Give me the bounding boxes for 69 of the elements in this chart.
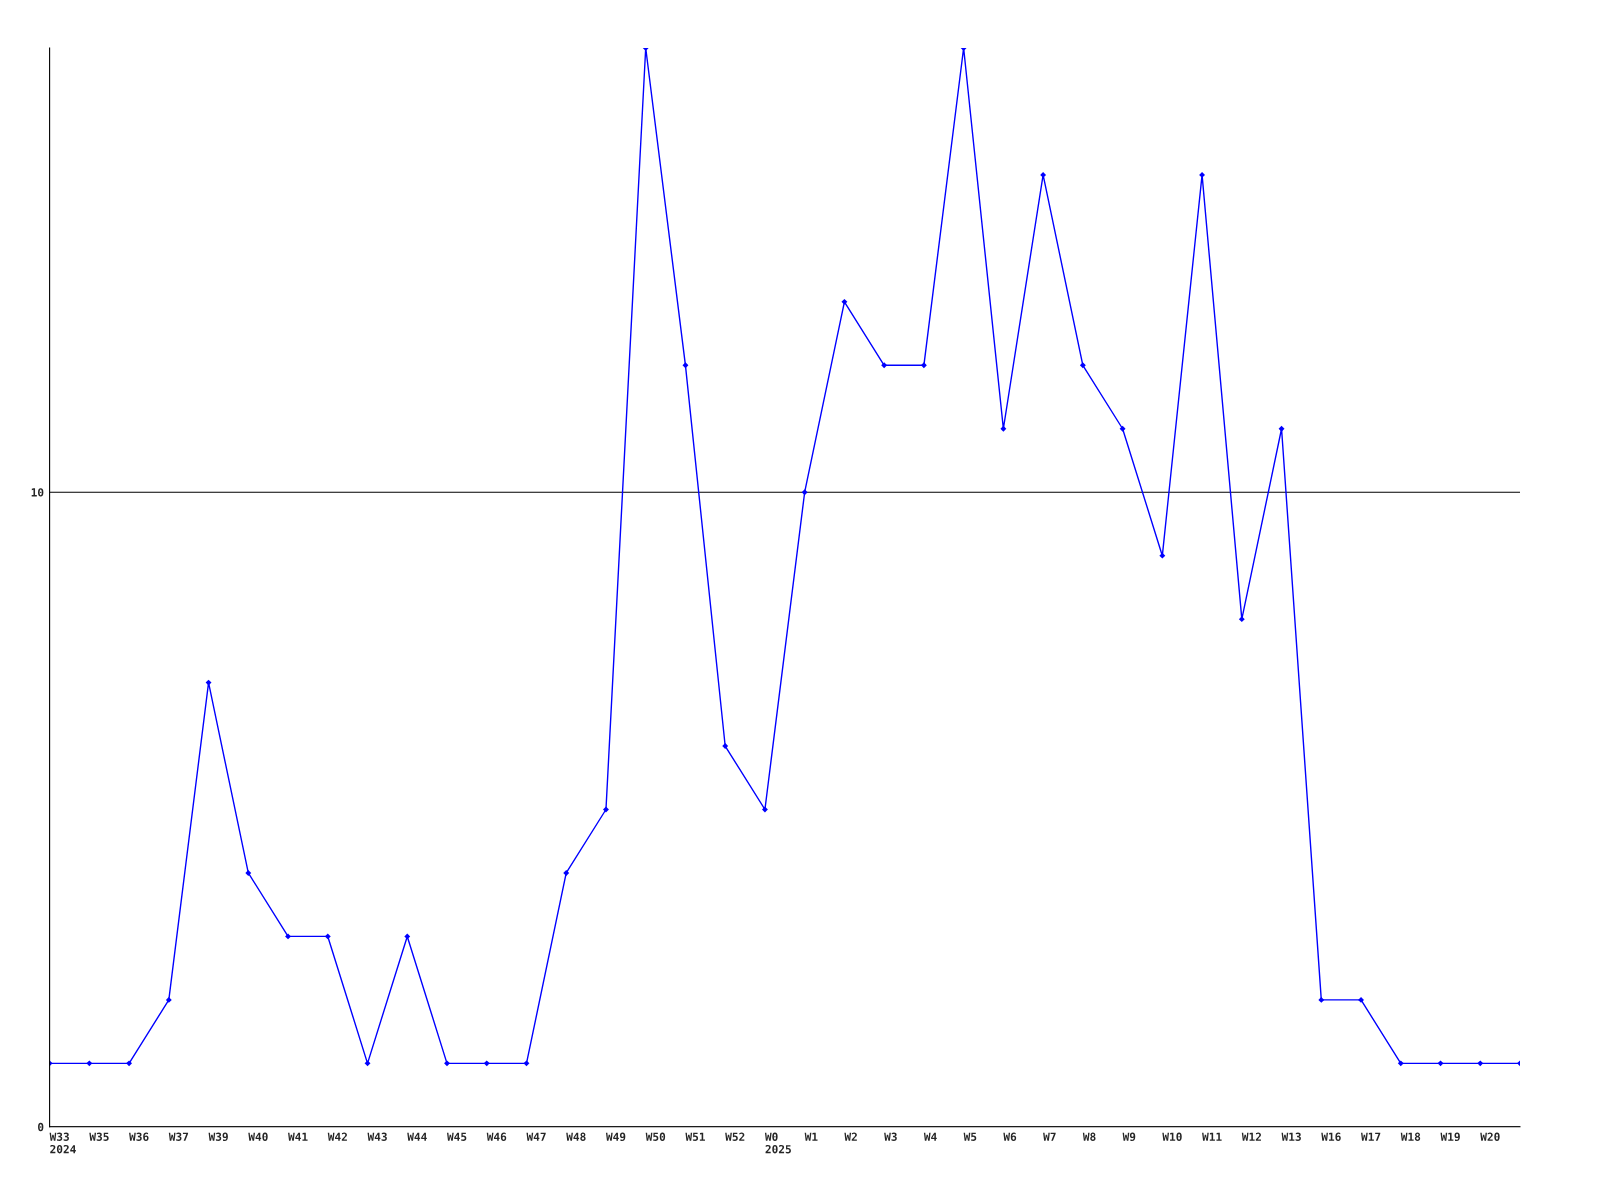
point [801, 489, 808, 496]
x-tick-label: W4 [923, 1132, 937, 1141]
x-tick-label: W52 [725, 1132, 745, 1141]
x-tick-label: W7 [1043, 1132, 1056, 1141]
x-tick-label: W40 [248, 1132, 268, 1141]
point [1119, 425, 1126, 432]
x-tick-label: W43 [367, 1132, 387, 1141]
x-tick-label: W45 [447, 1132, 467, 1141]
x-tick-label: W8 [1082, 1132, 1096, 1141]
point [444, 1060, 450, 1067]
x-tick-label: W18 [1400, 1132, 1421, 1141]
point [1477, 1060, 1484, 1067]
point [1358, 996, 1364, 1003]
point [603, 806, 609, 813]
x-tick-label: W16 [1321, 1132, 1341, 1141]
x-tick-label: W17 [1361, 1132, 1381, 1141]
x-tick-label: W20 [1480, 1132, 1500, 1141]
point [245, 870, 252, 876]
x-tick-label: W10 [1162, 1132, 1182, 1141]
point [1397, 1060, 1404, 1067]
point [523, 1060, 530, 1067]
x-tick-label: W42 [327, 1132, 347, 1141]
point [483, 1060, 490, 1067]
point [1278, 425, 1285, 432]
x-tick-label: W9 [1122, 1132, 1136, 1142]
x-tick-label: W50 [645, 1132, 666, 1141]
point [920, 362, 927, 369]
x-tick-label: W49 [605, 1132, 626, 1142]
x-tick-label: W46 [486, 1132, 507, 1141]
x-tick-label: W47 [526, 1132, 546, 1141]
point [1000, 425, 1007, 432]
x-tick-label: W5 [963, 1132, 977, 1141]
x-tick-label: W13 [1281, 1132, 1301, 1141]
point [1079, 362, 1086, 369]
point [682, 362, 689, 369]
x-tick-label: W44 [407, 1132, 427, 1141]
point [722, 743, 729, 749]
x-tick-label: W2 [844, 1132, 857, 1141]
x-tick-label: W35 [89, 1132, 109, 1141]
y-tick-label: 10 [31, 488, 44, 497]
x-tick-label: W19 [1440, 1132, 1460, 1142]
x-tick-label: W51 [685, 1132, 705, 1141]
point [324, 933, 331, 940]
point [364, 1060, 371, 1067]
point [761, 806, 768, 813]
x-tick-label: W37 [168, 1132, 189, 1141]
point [404, 933, 411, 940]
point [1437, 1060, 1444, 1067]
x-tick-label: W36 [129, 1132, 149, 1141]
x-tick-label: W41 [288, 1132, 308, 1141]
point [881, 362, 888, 369]
x-tick-label: W11 [1202, 1132, 1222, 1141]
x-tick-label: W0 2025 [764, 1132, 791, 1154]
x-tick-label: W12 [1241, 1132, 1261, 1141]
x-tick-label: W3 [884, 1132, 897, 1141]
line-series [49, 48, 1520, 1067]
x-tick-label: W48 [566, 1132, 586, 1141]
point [285, 933, 291, 940]
x-tick-label: W1 [804, 1132, 818, 1141]
x-tick-label: W39 [208, 1132, 228, 1142]
point [165, 996, 172, 1003]
y-tick-label: 0 [38, 1122, 44, 1132]
point [841, 298, 848, 305]
point [126, 1060, 133, 1067]
point [563, 870, 570, 876]
x-tick-label: W6 [1003, 1132, 1017, 1141]
point [1238, 616, 1245, 623]
x-tick-label: W33 2024 [49, 1132, 76, 1154]
point [1318, 996, 1325, 1003]
